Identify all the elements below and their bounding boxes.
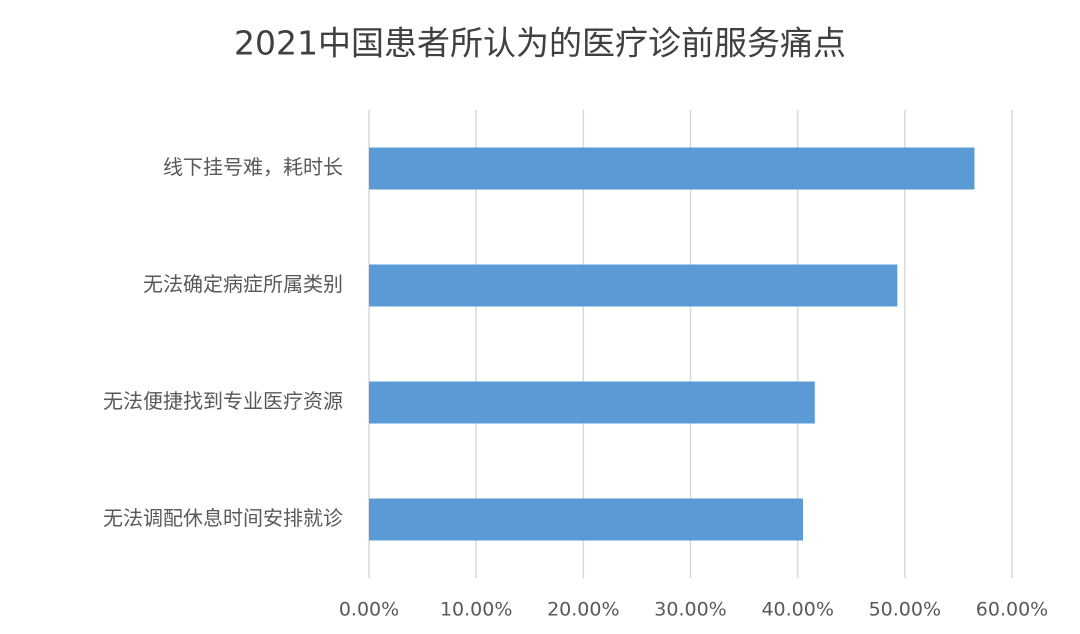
x-tick-label: 40.00% — [761, 599, 833, 621]
y-tick-label: 无法调配休息时间安排就诊 — [103, 506, 343, 530]
x-tick-label: 10.00% — [440, 599, 512, 621]
bar — [369, 147, 975, 190]
chart-title: 2021中国患者所认为的医疗诊前服务痛点 — [234, 24, 846, 63]
bar — [369, 381, 815, 424]
x-tick-label: 0.00% — [339, 599, 399, 621]
y-tick-label: 无法确定病症所属类别 — [143, 272, 343, 296]
x-tick-label: 30.00% — [654, 599, 726, 621]
y-tick-label: 无法便捷找到专业医疗资源 — [103, 389, 343, 413]
bar — [369, 264, 898, 307]
bar — [369, 498, 804, 541]
x-tick-label: 60.00% — [976, 599, 1048, 621]
x-tick-label: 20.00% — [547, 599, 619, 621]
x-tick-label: 50.00% — [869, 599, 941, 621]
y-tick-label: 线下挂号难，耗时长 — [163, 155, 343, 179]
